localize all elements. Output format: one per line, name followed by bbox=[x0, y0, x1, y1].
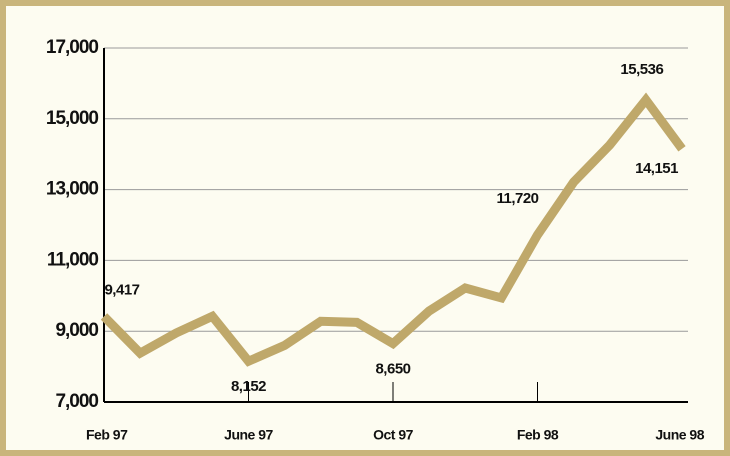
y-tick-label: 15,000 bbox=[46, 108, 99, 129]
data-label: 8,152 bbox=[231, 378, 266, 395]
y-tick-label: 9,000 bbox=[55, 320, 98, 341]
series-line bbox=[100, 92, 686, 367]
x-tick-label: Feb 97 bbox=[86, 427, 128, 443]
chart: 7,000 9,000 11,000 13,000 15,000 17,000 Feb 97… bbox=[46, 37, 705, 443]
y-tick-label: 7,000 bbox=[55, 391, 98, 412]
data-label: 15,536 bbox=[620, 61, 663, 78]
y-tick-label: 11,000 bbox=[47, 249, 98, 270]
data-label: 14,151 bbox=[635, 160, 678, 177]
data-label: 9,417 bbox=[104, 281, 139, 298]
data-label: 11,720 bbox=[496, 190, 538, 207]
x-tick-label: June 97 bbox=[224, 427, 273, 443]
y-tick-label: 13,000 bbox=[46, 179, 99, 200]
x-tick-label: Oct 97 bbox=[373, 427, 414, 443]
y-tick-label: 17,000 bbox=[46, 37, 99, 58]
x-tick-label: Feb 98 bbox=[517, 427, 559, 443]
data-label: 8,650 bbox=[375, 361, 410, 378]
x-tick-label: June 98 bbox=[655, 427, 704, 443]
